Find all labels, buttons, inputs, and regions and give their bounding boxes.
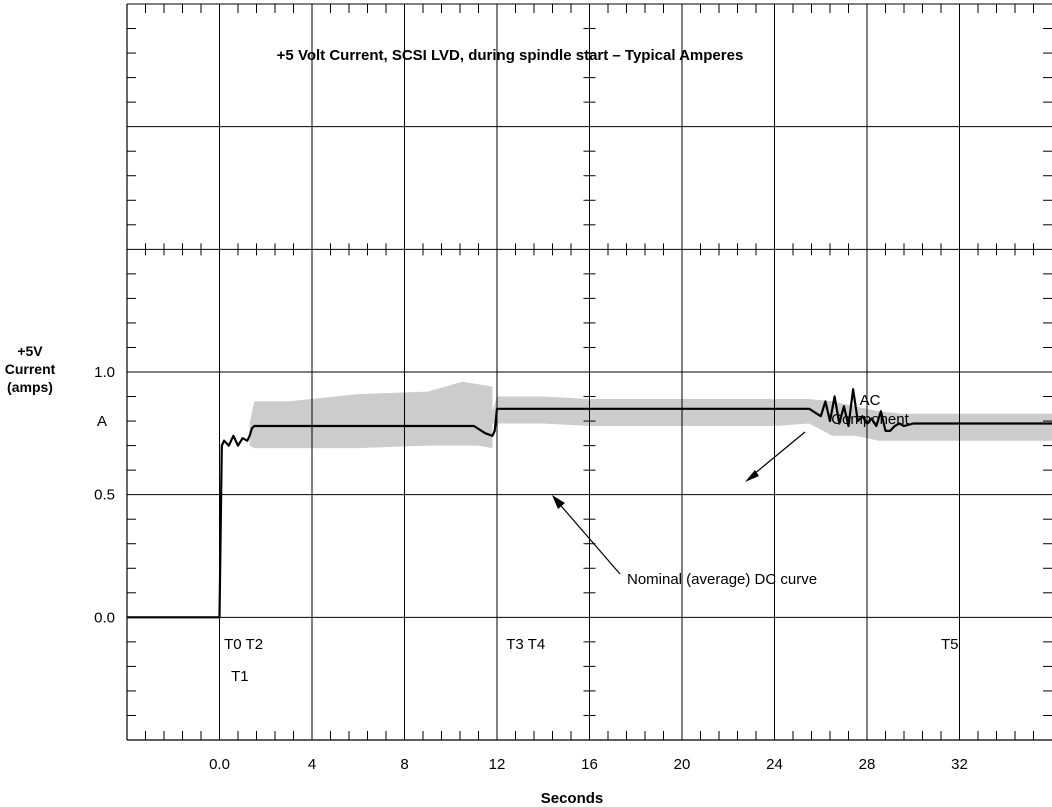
chart-title: +5 Volt Current, SCSI LVD, during spindl… [277, 47, 744, 64]
dc-curve-layer [127, 388, 1052, 619]
ac-component-band [249, 381, 1052, 449]
x-axis-label: Seconds [541, 790, 604, 807]
ac-band-layer [249, 381, 1052, 449]
y-axis-label-line-3: (amps) [7, 379, 53, 395]
x-tick-label: 32 [951, 756, 968, 773]
plot-frame-layer: 0.0 4 8 12 16 20 24 28 32 0.0 0.5 1.0 [94, 3, 1052, 773]
dc-curve-arrowhead [552, 495, 565, 509]
x-tick-label: 12 [489, 756, 506, 773]
y-axis-label-line-1: +5V [17, 343, 43, 359]
ac-component-pointer [747, 431, 806, 480]
y-tick-label: 1.0 [94, 364, 115, 381]
y-unit-label: A [97, 413, 107, 430]
dc-curve-label: Nominal (average) DC curve [627, 571, 817, 588]
dc-curve-line [127, 388, 1052, 619]
y-axis-label-line-2: Current [5, 361, 56, 377]
time-marker-label: T5 [941, 636, 959, 653]
time-marker-label: T3 T4 [506, 636, 545, 653]
ac-component-label-line-1: AC [860, 392, 881, 409]
y-tick-label: 0.0 [94, 609, 115, 626]
x-tick-label: 4 [308, 756, 316, 773]
x-tick-label: 16 [581, 756, 598, 773]
x-tick-label: 28 [859, 756, 876, 773]
x-tick-label: 20 [674, 756, 691, 773]
ac-component-arrowhead [745, 470, 759, 482]
ac-component-label-line-2: Component [831, 411, 909, 428]
time-marker-label: T0 T2 [224, 636, 263, 653]
time-marker-layer: T0 T2 T1 T3 T4 T5 [224, 636, 958, 685]
y-tick-label: 0.5 [94, 487, 115, 504]
x-tick-label: 0.0 [209, 756, 230, 773]
x-tick-label: 24 [766, 756, 783, 773]
grid-layer [127, 4, 1052, 740]
tick-layer [127, 4, 1052, 740]
time-marker-label: T1 [231, 668, 249, 685]
x-tick-label: 8 [400, 756, 408, 773]
dc-curve-pointer [555, 499, 621, 575]
